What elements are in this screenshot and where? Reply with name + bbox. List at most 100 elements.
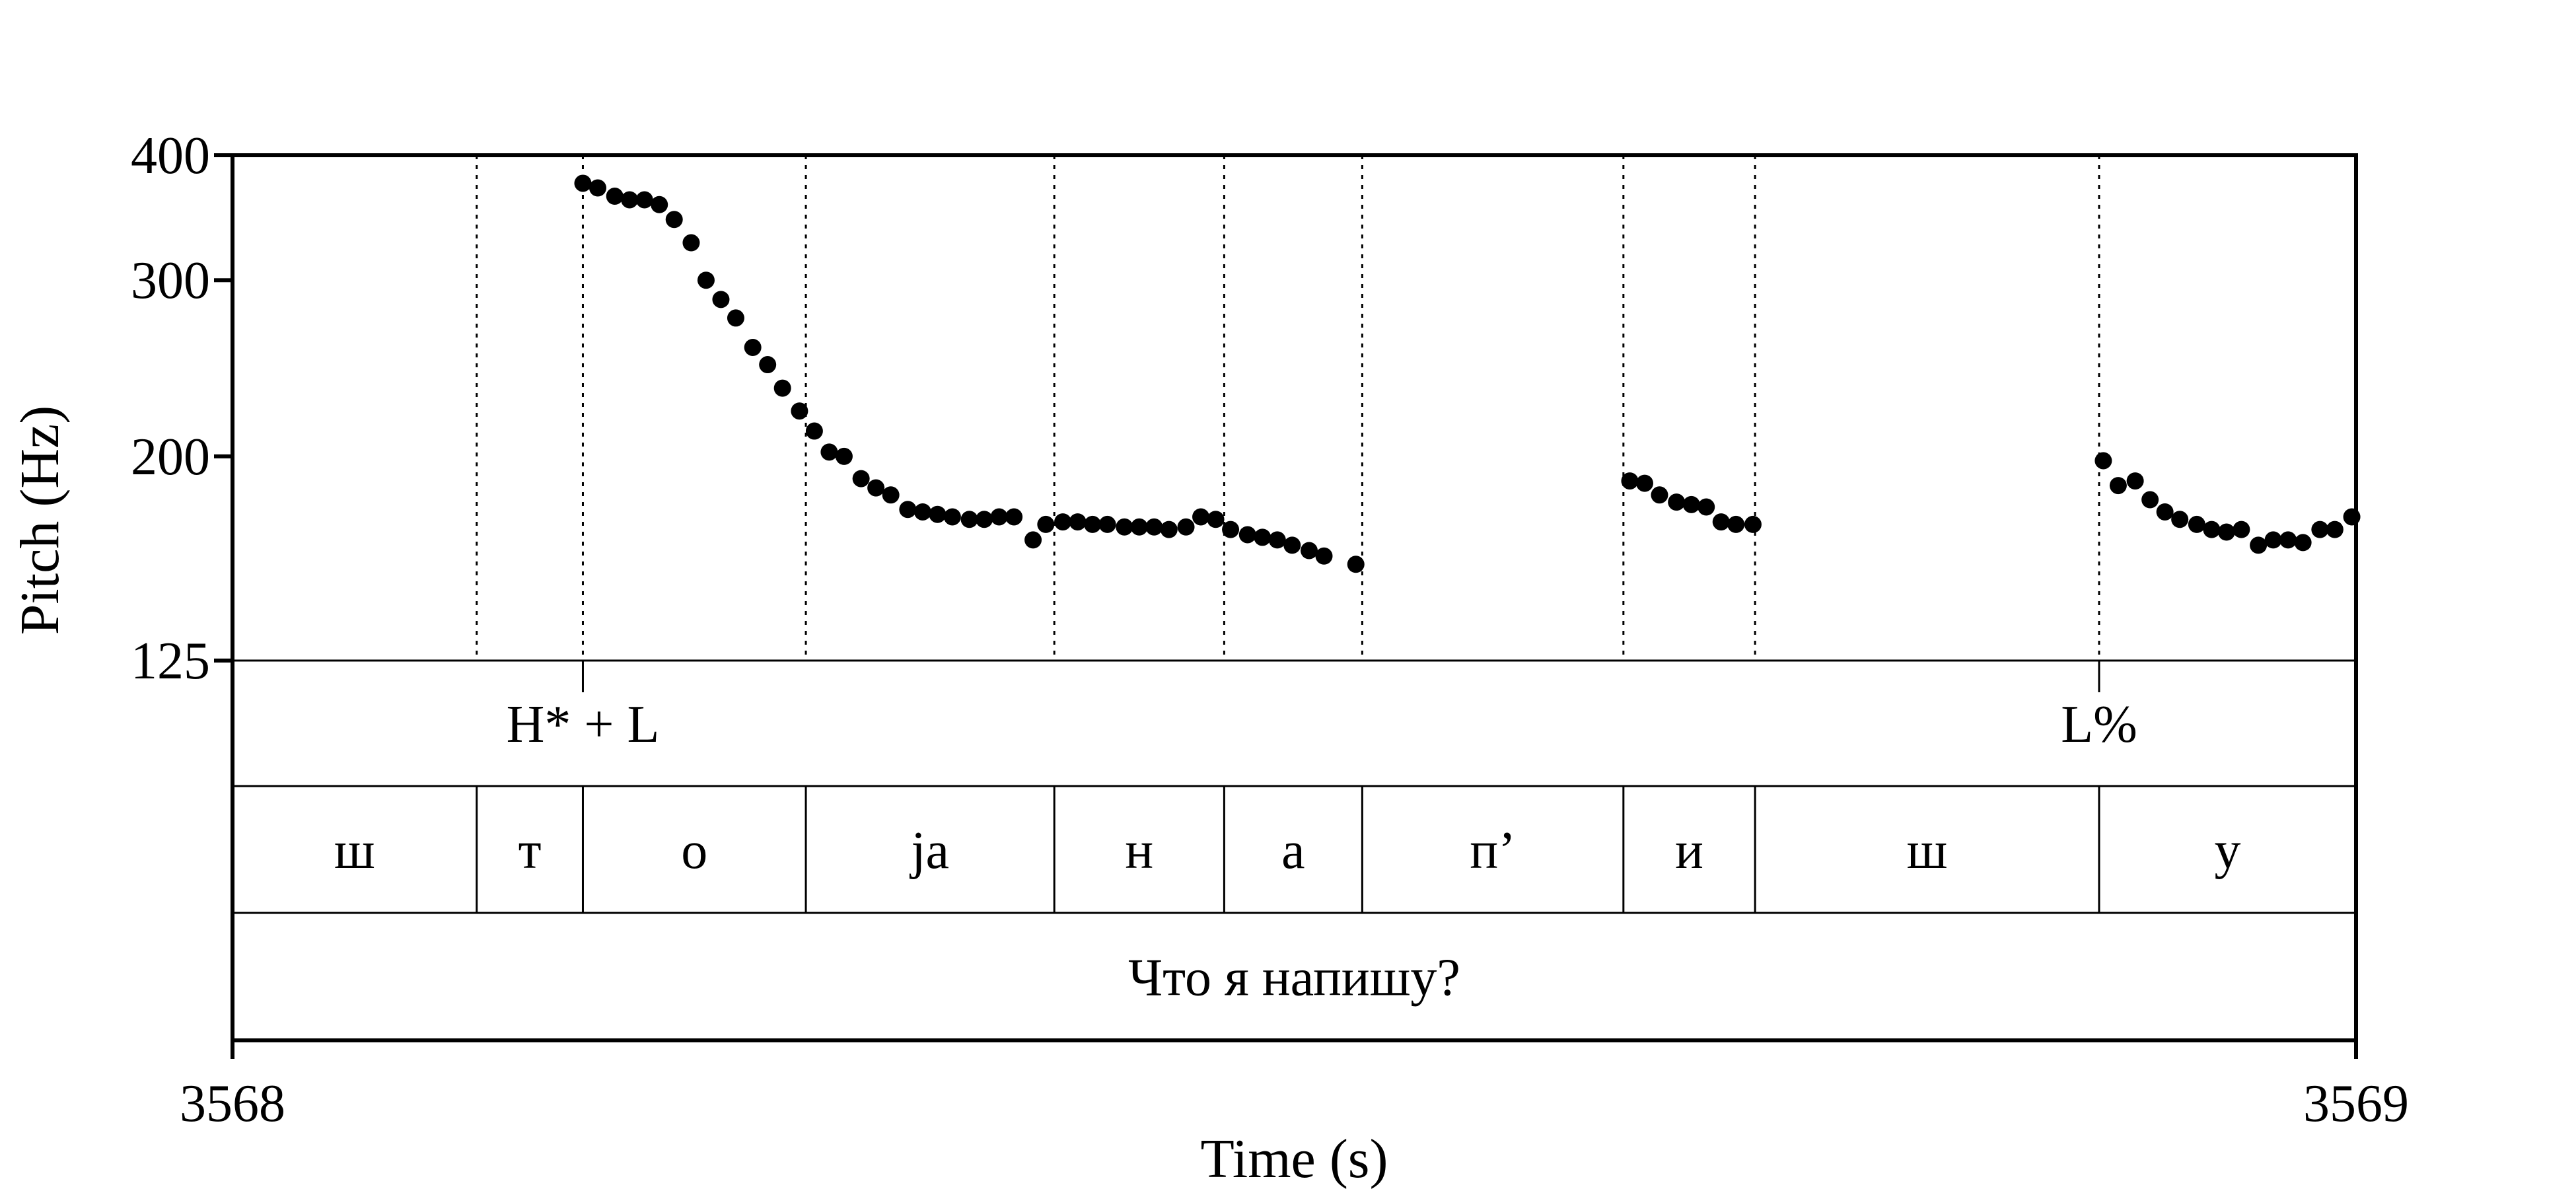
pitch-point [1207,511,1225,528]
pitch-point [1283,536,1301,554]
pitch-point [835,447,853,465]
pitch-point [2264,531,2282,549]
pitch-point [1024,531,1042,549]
y-tick-label: 125 [131,632,210,690]
pitch-point [913,503,931,521]
pitch-point [773,379,791,397]
pitch-point [1301,542,1318,559]
pitch-point [867,479,885,497]
pitch-point [2094,452,2112,470]
segment-label: н [1125,822,1153,880]
pitch-point [943,508,961,526]
pitch-point [697,271,715,289]
pitch-point [1130,518,1148,536]
pitch-point [899,501,917,519]
pitch-point [1084,515,1102,533]
pitch-point [2217,523,2235,541]
pitch-point [2279,531,2297,549]
pitch-point [882,486,900,504]
segment-label: у [2214,822,2240,880]
pitch-point [1160,521,1178,538]
x-axis-title: Time (s) [1201,1128,1388,1189]
pitch-point [1254,528,1271,546]
pitch-point [621,191,639,209]
pitch-point [744,338,762,356]
pitch-point [1192,508,1210,526]
pitch-point [589,179,606,197]
x-tick-label: 3569 [2303,1075,2409,1133]
axes: 125 200 300 400 3568 3569 Time (s) Pitch (Hz) [9,127,2409,1189]
segment-label: о [681,822,707,880]
pitch-point [1682,495,1700,513]
segment-label: и [1675,822,1703,880]
pitch-point [712,291,730,308]
segment-label: т [519,822,542,880]
tone-label: L% [2061,696,2137,754]
pitch-point [1069,513,1087,531]
plot-frame [231,153,2358,1042]
pitch-point [1098,515,1116,533]
pitch-point [929,505,947,523]
pitch-point [2171,511,2189,528]
pitch-point [976,511,993,528]
y-tick-label: 400 [131,127,210,185]
y-tick-label: 300 [131,252,210,310]
pitch-point [1347,556,1365,573]
pitch-point [820,443,838,461]
segment-label: ja [909,822,949,880]
pitch-point [791,402,808,420]
pitch-point [1145,518,1163,536]
pitch-point [1635,474,1653,492]
pitch-point [665,211,683,229]
segment-label: ш [1907,822,1948,880]
pitch-point [1054,513,1072,531]
pitch-point [1712,513,1730,531]
pitch-point [635,191,653,209]
pitch-point [2294,534,2312,552]
pitch-point [1238,526,1256,544]
pitch-point [759,356,777,374]
pitch-point [1315,547,1333,565]
pitch-point [2326,521,2343,538]
pitch-point [2233,521,2250,538]
pitch-point [852,470,870,487]
pitch-point [2250,536,2268,554]
pitch-point [1744,515,1762,533]
pitch-points [574,174,2361,573]
pitch-point [2311,521,2329,538]
pitch-point [1727,515,1745,533]
segment-label: а [1281,822,1305,880]
pitch-point [1268,531,1286,549]
sentence-label: Что я напишу? [1128,949,1460,1007]
tone-label: H* + L [507,696,660,754]
pitch-point [2109,477,2127,495]
x-tick-label: 3568 [180,1075,285,1133]
pitch-point [1005,508,1023,526]
segment-label: п’ [1470,822,1515,880]
pitch-point [1037,515,1055,533]
pitch-point [606,188,624,205]
pitch-point [682,234,700,252]
boundary-lines [476,155,2100,661]
pitch-point [990,508,1008,526]
pitch-point [727,309,744,327]
pitch-point [960,511,978,528]
annotation-tiers: H* + L L% ш т о ja н а п’ и ш у Что я напишу? [334,661,2240,1007]
pitch-point [1621,472,1639,490]
frame-rect [231,153,2358,1042]
pitch-point [1668,493,1686,511]
pitch-point [2203,521,2221,538]
y-tick-label: 200 [131,428,210,486]
pitch-point [2188,515,2205,533]
pitch-point [2141,491,2159,509]
segment-label: ш [334,822,375,880]
pitch-point [1222,521,1240,538]
pitch-point [1177,518,1195,536]
pitch-point [1651,486,1668,504]
pitch-point [1698,498,1715,516]
y-axis-title: Pitch (Hz) [9,406,71,635]
pitch-point [1116,518,1133,536]
pitch-point [2126,472,2144,490]
pitch-point [574,174,592,192]
